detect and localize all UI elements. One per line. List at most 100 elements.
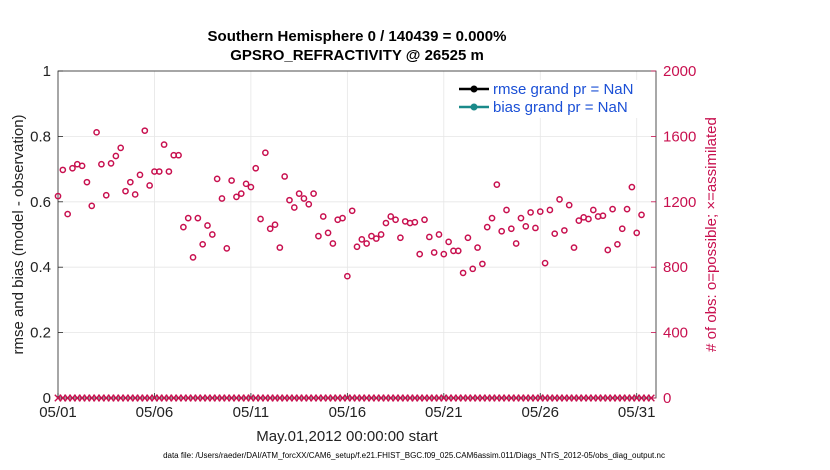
data-point-possible xyxy=(599,212,607,220)
data-point-possible xyxy=(88,202,96,210)
y-left-tick-label: 1 xyxy=(43,63,51,80)
data-point-possible xyxy=(262,149,269,157)
data-point-possible xyxy=(194,214,202,222)
data-point-possible xyxy=(425,233,433,241)
data-point-possible xyxy=(242,180,250,188)
y-right-tick-label: 0 xyxy=(663,390,671,407)
data-point-possible xyxy=(348,207,356,215)
data-point-possible xyxy=(633,229,641,237)
data-point-possible xyxy=(609,205,616,213)
y-right-tick-label: 400 xyxy=(663,325,688,342)
legend-rmse-label: rmse grand pr = NaN xyxy=(493,81,633,98)
data-point-possible xyxy=(623,205,631,213)
data-point-possible xyxy=(483,223,491,231)
data-point-possible xyxy=(175,151,182,159)
data-point-possible xyxy=(469,265,477,273)
x-tick-label: 05/21 xyxy=(425,404,463,421)
data-point-possible xyxy=(237,190,245,197)
data-point-possible xyxy=(551,230,559,238)
data-point-possible xyxy=(479,260,486,268)
y-left-tick-label: 0.6 xyxy=(30,194,51,211)
data-point-possible xyxy=(117,144,125,152)
data-point-possible xyxy=(382,219,390,227)
data-point-possible xyxy=(233,193,240,201)
data-point-possible xyxy=(556,195,563,203)
data-point-possible xyxy=(165,168,173,175)
y-right-tick-label: 800 xyxy=(663,259,688,276)
x-axis: 05/01 05/06 05/11 05/16 05/21 05/26 05/31 xyxy=(39,393,655,421)
data-point-possible xyxy=(546,206,554,214)
data-point-possible xyxy=(585,215,592,223)
data-point-possible xyxy=(180,223,187,231)
data-point-possible xyxy=(464,234,472,242)
data-point-possible xyxy=(570,244,578,251)
data-point-possible xyxy=(83,178,91,186)
x-tick-label: 05/11 xyxy=(233,404,269,421)
data-point-possible xyxy=(228,177,235,184)
data-point-possible xyxy=(208,231,216,238)
data-point-possible xyxy=(218,195,226,202)
data-point-possible xyxy=(638,211,645,219)
data-point-possible xyxy=(411,218,419,226)
data-point-assimilated xyxy=(647,394,655,402)
y-right-tick-label: 1600 xyxy=(663,128,696,145)
chart-subtitle: GPSRO_REFRACTIVITY @ 26525 m xyxy=(230,47,484,64)
data-point-possible xyxy=(604,246,612,254)
data-point-possible xyxy=(454,247,462,255)
y-left-tick-label: 0.2 xyxy=(30,325,51,342)
data-point-possible xyxy=(344,272,351,280)
data-point-possible xyxy=(358,236,366,243)
data-point-possible xyxy=(315,232,322,240)
data-point-possible xyxy=(416,250,424,258)
data-point-possible xyxy=(252,164,260,172)
data-point-possible xyxy=(213,175,221,183)
data-point-possible xyxy=(59,166,67,174)
data-point-possible xyxy=(397,234,404,242)
data-point-possible xyxy=(536,208,544,215)
series-possible xyxy=(54,127,645,280)
data-point-possible xyxy=(78,162,86,170)
legend: rmse grand pr = NaN bias grand pr = NaN xyxy=(455,80,647,118)
data-point-possible xyxy=(64,210,71,218)
data-point-possible xyxy=(498,227,506,235)
data-point-possible xyxy=(614,240,621,248)
data-point-possible xyxy=(281,173,289,180)
series-assimilated xyxy=(54,394,655,402)
data-point-possible xyxy=(122,187,129,195)
data-point-possible xyxy=(93,128,100,136)
data-point-possible xyxy=(107,160,115,167)
data-point-possible xyxy=(459,269,467,277)
data-point-possible xyxy=(295,190,303,197)
data-point-possible xyxy=(575,217,583,224)
y-axis-left: 0 0.2 0.4 0.6 0.8 1 xyxy=(30,63,63,407)
data-point-possible xyxy=(512,240,520,247)
legend-bias-label: bias grand pr = NaN xyxy=(493,99,628,116)
data-point-possible xyxy=(98,160,105,168)
data-point-possible xyxy=(329,240,337,247)
data-point-possible xyxy=(126,178,134,186)
data-point-possible xyxy=(561,227,568,234)
data-point-possible xyxy=(160,141,168,148)
y-right-tick-label: 1200 xyxy=(663,194,696,211)
data-point-possible xyxy=(266,225,274,233)
data-point-possible xyxy=(290,204,298,211)
data-point-possible xyxy=(440,250,448,258)
data-point-possible xyxy=(372,235,380,242)
data-point-possible xyxy=(155,168,163,175)
y-left-tick-label: 0.8 xyxy=(30,128,51,145)
data-point-possible xyxy=(522,222,530,230)
data-point-possible xyxy=(276,244,284,251)
chart-title: Southern Hemisphere 0 / 140439 = 0.000% xyxy=(208,28,507,45)
data-point-possible xyxy=(300,195,308,202)
data-point-possible xyxy=(618,225,626,233)
data-point-possible xyxy=(223,245,231,252)
data-point-possible xyxy=(628,183,636,191)
data-point-possible xyxy=(363,240,370,247)
data-point-possible xyxy=(319,213,327,220)
data-point-possible xyxy=(271,221,279,229)
data-point-possible xyxy=(421,216,428,224)
y-axis-right-label: # of obs: o=possible; ×=assimilated xyxy=(703,117,720,352)
data-point-possible xyxy=(589,206,597,214)
data-point-possible xyxy=(474,244,481,251)
data-point-possible xyxy=(310,190,317,197)
